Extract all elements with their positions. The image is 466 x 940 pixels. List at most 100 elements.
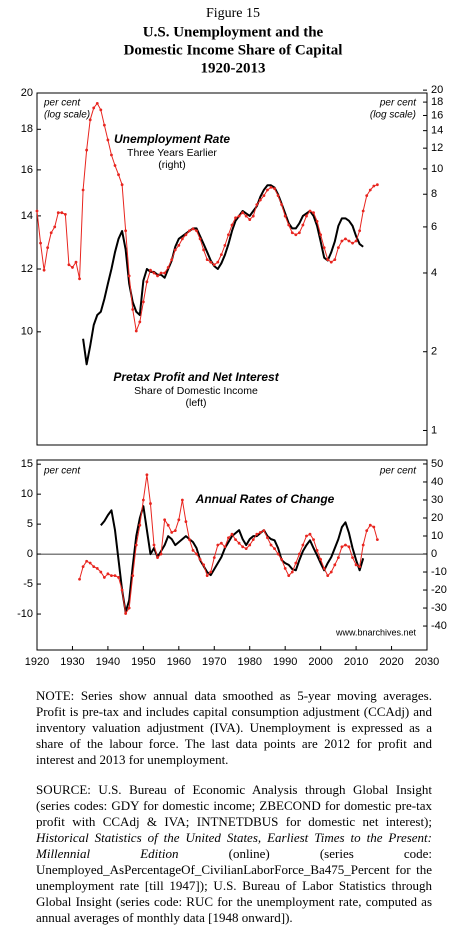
series-marker [81,565,85,569]
series-marker [188,229,191,233]
y2-tick-label: 12 [431,142,443,154]
x-tick-label: 1960 [167,656,191,668]
y2-tick-label: 40 [431,476,443,488]
figure-label: Figure 15 [206,6,260,21]
series-marker [124,612,128,615]
series-marker [180,237,184,241]
series-marker [368,188,372,192]
series-marker [273,187,276,191]
series-marker [106,138,110,142]
series-marker [191,227,195,231]
y2-tick-label: -30 [431,602,447,614]
series-marker [258,530,262,534]
series-marker [354,239,358,243]
source: SOURCE: U.S. Bureau of Economic Analysis… [36,782,432,926]
series-marker [283,214,287,218]
x-tick-label: 1990 [273,656,297,668]
series-marker [209,260,213,264]
y-tick-label: 0 [27,548,33,560]
series-marker [159,552,163,556]
x-tick-label: 1940 [96,656,120,668]
annotation: (log scale) [370,110,416,121]
series-marker [99,570,103,574]
x-tick-label: 2010 [344,656,368,668]
source-text: SOURCE: U.S. Bureau of Economic Analysis… [36,782,432,829]
series-marker [251,538,255,542]
y2-tick-label: 20 [431,84,443,96]
series-marker [156,556,159,560]
series-marker [223,243,227,247]
series-marker [42,268,46,272]
note: NOTE: Series show annual data smoothed a… [36,688,432,767]
annotation: Three Years Earlier [127,147,217,159]
series-marker [280,203,284,207]
series-marker [266,536,269,540]
y2-tick-label: 20 [431,512,443,524]
y-tick-label: 12 [21,263,33,275]
y-tick-label: 14 [21,210,33,222]
title: U.S. Unemployment and the [143,24,324,40]
y-tick-label: 18 [21,123,33,135]
series-marker [276,194,280,198]
series-marker [244,214,248,218]
series-marker [71,266,74,269]
series-marker [227,536,230,540]
annotation: (left) [186,397,207,409]
series-marker [63,212,67,216]
series-marker [99,108,103,112]
source-title: Historical Statistics of the United Stat… [36,830,432,861]
y2-tick-label: 4 [431,267,437,279]
series-marker [351,241,354,245]
series-marker [340,239,344,243]
series-marker [287,223,291,227]
chart: Figure 15 U.S. Unemployment and the Dome… [17,6,447,668]
y2-tick-label: -10 [431,566,447,578]
series-marker [255,532,259,536]
watermark: www.bnarchives.net [335,627,417,637]
series-marker [124,229,128,233]
series-marker [322,567,326,570]
series-marker [219,541,223,545]
series-label: Pretax Profit and Net Interest [113,370,279,384]
series-marker [170,530,174,534]
y2-tick-label: 16 [431,109,443,121]
series-marker [372,525,376,529]
series-marker [117,173,120,177]
series-marker [49,231,53,235]
series-marker [198,237,202,241]
series-marker [92,565,96,569]
series-marker [297,552,301,556]
series-marker [365,529,369,532]
series-marker [39,241,42,245]
y2-tick-label: 6 [431,221,437,233]
title: 1920-2013 [201,60,266,76]
series-marker [127,606,131,610]
series-marker [237,541,241,545]
series-marker [212,556,216,560]
series-marker [188,538,191,542]
series-marker [361,209,365,213]
series-marker [131,574,135,578]
series-label: Unemployment Rate [114,132,230,146]
series-marker [301,543,305,547]
notes: NOTE: Series show annual data smoothed a… [36,688,432,940]
series-marker [375,183,379,187]
series-marker [180,498,184,502]
y-tick-label: -5 [23,578,33,590]
series-marker [106,572,110,576]
series-marker [227,233,230,237]
series-marker [248,543,252,547]
annotation: per cent [43,98,81,109]
series-marker [273,547,276,551]
series-marker [251,214,255,218]
series-marker [205,574,209,578]
series-marker [35,209,39,213]
x-tick-label: 1970 [202,656,226,668]
series-marker [258,198,262,202]
series-marker [173,248,177,252]
series-marker [88,118,92,122]
series-marker [216,260,220,264]
series-marker [138,523,142,527]
series-marker [308,209,312,213]
series-marker [266,188,269,192]
